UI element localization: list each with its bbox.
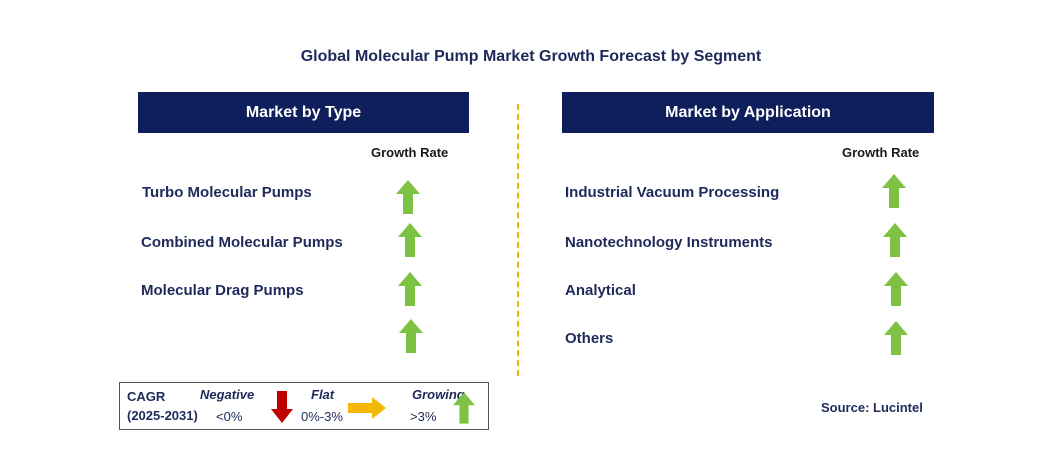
arrow-up-icon (399, 319, 423, 353)
legend-cagr-label: CAGR (127, 389, 166, 404)
legend-flat-label: Flat (311, 387, 335, 402)
legend-growing-range: >3% (410, 409, 437, 424)
cagr-legend: CAGR (2025-2031) Negative <0% Flat 0%-3%… (119, 382, 489, 430)
legend-negative-range: <0% (216, 409, 243, 424)
panel-divider (517, 104, 519, 376)
arrow-up-icon (883, 223, 907, 257)
arrow-up-icon (398, 223, 422, 257)
right-growth-rate-label: Growth Rate (842, 145, 920, 160)
right-panel-header: Market by Application (562, 92, 934, 133)
legend-negative-label: Negative (200, 387, 255, 402)
arrow-right-icon (348, 397, 386, 419)
left-row-label-2: Combined Molecular Pumps (141, 234, 343, 251)
arrow-up-icon (884, 272, 908, 306)
left-growth-rate-label: Growth Rate (371, 145, 449, 160)
diagram-title: Global Molecular Pump Market Growth Fore… (300, 48, 762, 65)
legend-growing-label: Growing (412, 387, 465, 402)
right-row-label-3: Analytical (565, 282, 636, 299)
right-row-label-2: Nanotechnology Instruments (565, 234, 773, 251)
left-row-label-1: Turbo Molecular Pumps (142, 184, 312, 201)
legend-period: (2025-2031) (127, 408, 198, 423)
arrow-up-icon (884, 321, 908, 355)
left-panel-header: Market by Type (138, 92, 469, 133)
legend-flat-range: 0%-3% (301, 409, 343, 424)
source-note: Source: Lucintel (821, 400, 923, 415)
right-row-label-4: Others (565, 330, 614, 347)
arrow-up-icon (396, 180, 420, 214)
arrow-up-icon (882, 174, 906, 208)
right-row-label-1: Industrial Vacuum Processing (565, 184, 780, 201)
left-row-label-3: Molecular Drag Pumps (141, 282, 304, 299)
arrow-down-icon (271, 391, 293, 423)
arrow-up-icon (453, 392, 475, 424)
arrow-up-icon (398, 272, 422, 306)
